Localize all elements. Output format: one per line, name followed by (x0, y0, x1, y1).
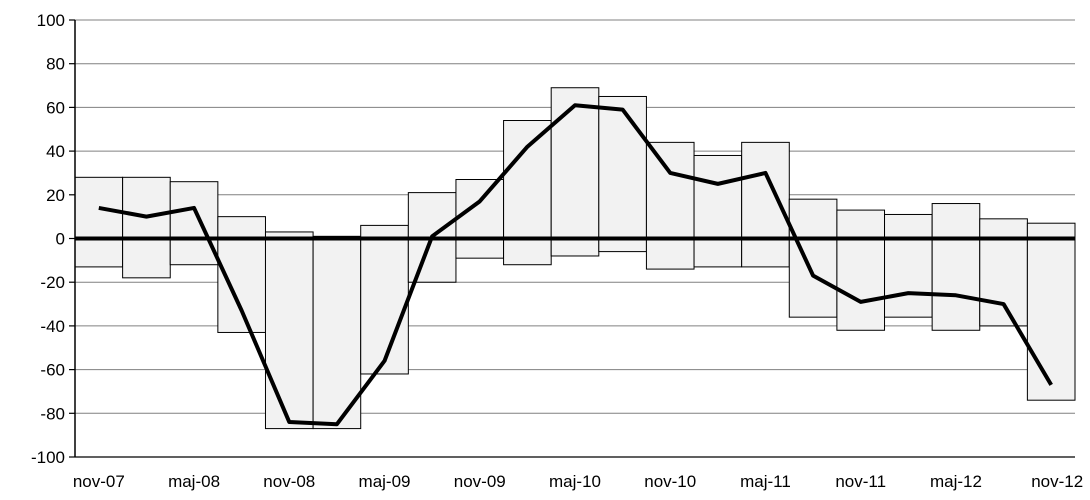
x-tick-label: nov-07 (73, 472, 125, 491)
y-tick-label: -20 (40, 273, 65, 292)
range-bar (645, 141, 695, 270)
range-bar (360, 224, 409, 375)
y-tick-label: 0 (56, 230, 65, 249)
x-tick-label: nov-11 (835, 472, 886, 491)
axes (69, 19, 1075, 458)
x-tick-labels: nov-07 maj-08 nov-08 maj-09 nov-09 maj-10 nov-… (73, 472, 1083, 491)
range-bar (550, 87, 600, 257)
x-tick-label: nov-10 (644, 472, 696, 491)
x-tick-label: maj-08 (168, 472, 220, 491)
range-bar (169, 181, 219, 266)
y-tick-label: 40 (46, 142, 65, 161)
range-bars (74, 87, 1076, 430)
y-tick-label: 80 (46, 55, 65, 74)
range-bar (788, 198, 838, 318)
range-bar (979, 218, 1028, 327)
series-line (98, 103, 1053, 427)
y-tick-label: -60 (40, 361, 65, 380)
x-tick-label: maj-10 (549, 472, 601, 491)
range-bar (836, 209, 886, 331)
range-bar (74, 176, 124, 268)
range-bar (503, 120, 552, 266)
y-tick-label: 60 (46, 98, 65, 117)
x-tick-label: maj-12 (930, 472, 982, 491)
x-tick-label: maj-09 (359, 472, 411, 491)
range-bar (693, 154, 743, 268)
range-bar (455, 179, 505, 259)
x-tick-label: nov-08 (263, 472, 315, 491)
range-bar (312, 235, 362, 430)
range-bar (1026, 222, 1076, 401)
x-tick-label: nov-12 (1031, 472, 1083, 491)
range-bar (264, 231, 314, 430)
x-tick-label: nov-09 (454, 472, 506, 491)
range-bar (122, 176, 171, 279)
range-bar (931, 203, 981, 331)
range-bar (598, 95, 647, 253)
y-tick-label: -80 (40, 404, 65, 423)
y-tick-labels: 100 80 60 40 20 0 -20 -40 -60 -80 -100 (31, 11, 65, 467)
series-line-path (98, 103, 1053, 427)
range-bar (884, 213, 933, 318)
y-tick-label: 100 (37, 11, 65, 30)
y-tick-label: -40 (40, 317, 65, 336)
y-tick-label: -100 (31, 448, 65, 467)
x-tick-label: maj-11 (740, 472, 791, 491)
y-tick-label: 20 (46, 186, 65, 205)
